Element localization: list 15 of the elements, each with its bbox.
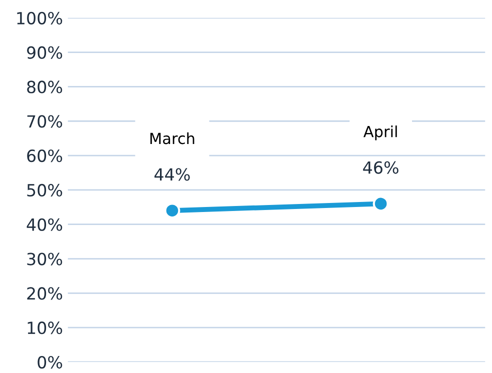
data-label: 46%	[363, 161, 398, 174]
y-tick-label: 60%	[27, 150, 62, 162]
y-tick-label: 70%	[27, 115, 62, 128]
y-tick-label: 80%	[27, 80, 62, 94]
y-tick-label: 10%	[28, 322, 62, 334]
y-tick-label: 50%	[27, 184, 62, 197]
x-tick-label: March	[150, 132, 194, 144]
y-tick-label: 0%	[38, 356, 62, 369]
y-tick-label: 20%	[27, 287, 62, 300]
y-tick-label: 90%	[27, 46, 62, 59]
data-label: 44%	[154, 168, 190, 181]
x-tick-label: April	[363, 125, 397, 140]
y-tick-label: 100%	[17, 12, 62, 24]
y-tick-label: 40%	[26, 218, 62, 231]
y-tick-label: 30%	[27, 252, 62, 266]
